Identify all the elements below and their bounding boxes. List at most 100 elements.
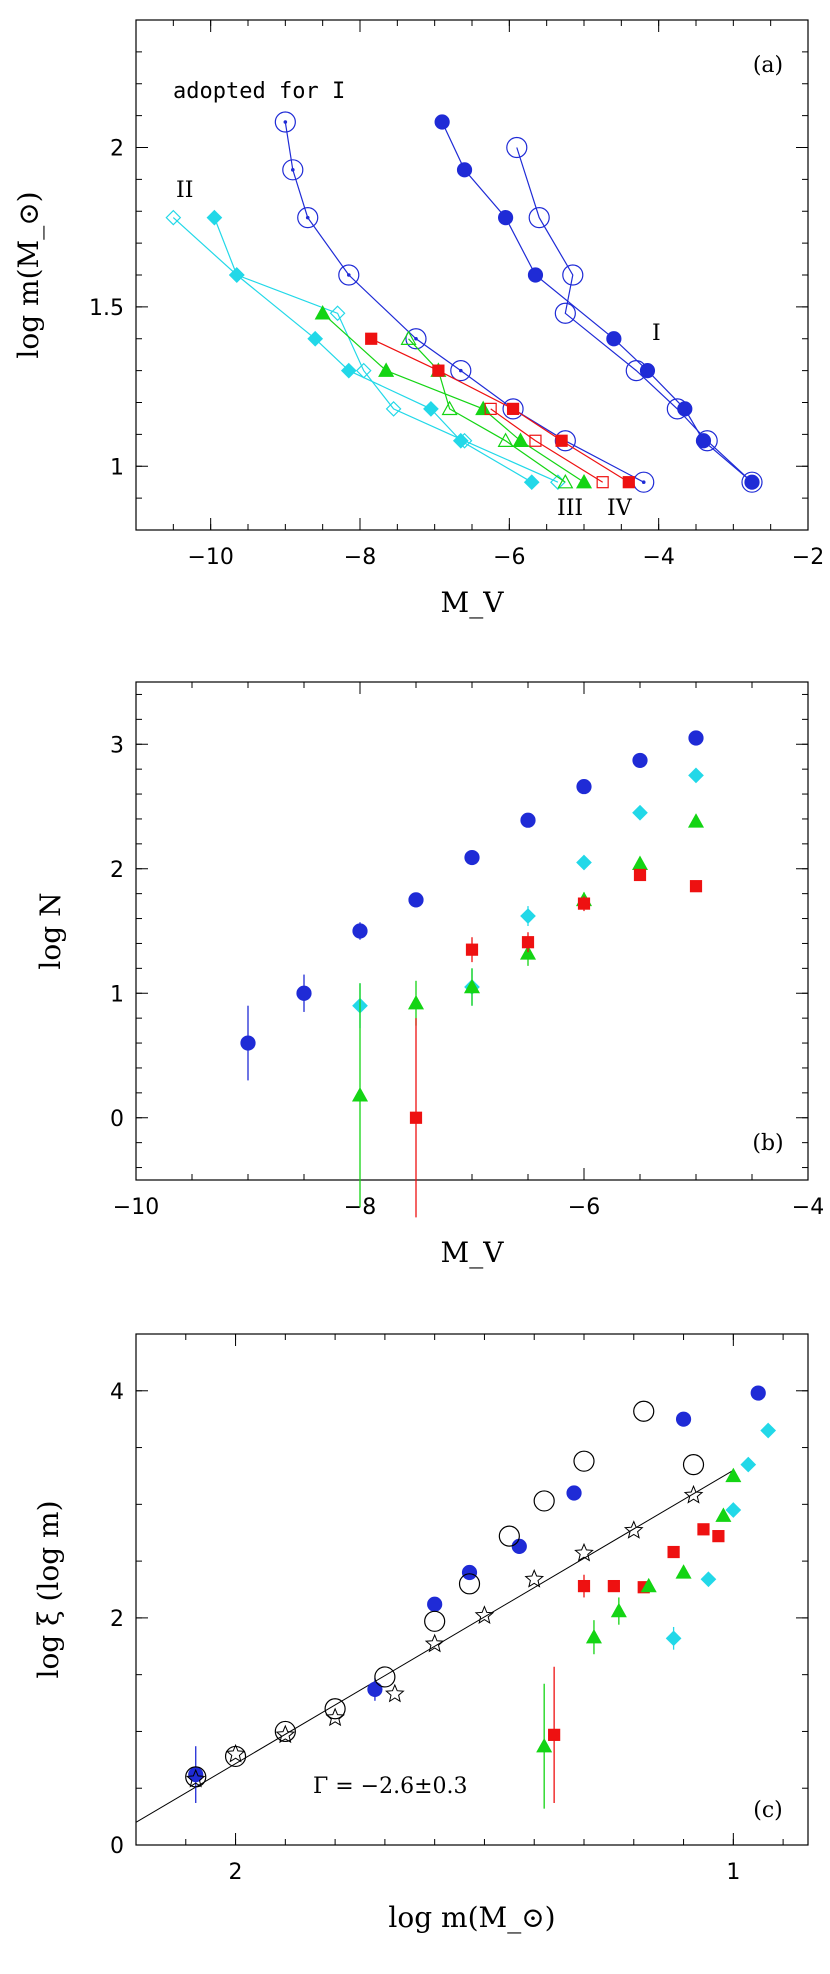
y-tick-label: 0 [110,1834,124,1859]
data-point [640,1577,657,1593]
data-point [548,1728,561,1741]
y-tick-label: 2 [110,1607,124,1632]
data-point [464,849,480,866]
series-line [322,312,585,483]
data-point [667,1545,680,1559]
y-tick-label: 3 [110,733,124,758]
series-red-square-filled [548,1523,725,1803]
data-point [725,1502,742,1518]
data-point [625,360,647,382]
data-point [566,1485,582,1501]
data-point [456,162,473,178]
panel-label: (a) [753,53,783,78]
data-point [424,1610,446,1632]
data-point [307,330,324,347]
panel-0: −10 −8 −6 −4 −2 1 1.5 2 (a) log m(M_⊙) M_V adopted … [12,19,824,619]
annotation-iii: III [557,496,583,521]
y-axis-title: log m(M_⊙) [12,191,45,358]
data-point [274,111,296,133]
data-point [633,868,647,882]
y-tick-label: 0 [110,1107,124,1132]
data-point [554,302,576,324]
data-point [465,943,479,956]
data-point [385,1683,405,1703]
series-line [516,147,753,483]
x-tick-label: −2 [792,545,824,570]
data-point [474,1605,495,1624]
annotation-ii: II [176,178,193,203]
data-point [688,730,704,746]
data-point [228,267,245,283]
data-point [385,401,402,417]
data-point [297,207,319,229]
series-blue-circle-dot [274,111,655,493]
x-tick-label: −8 [344,545,376,570]
data-point [576,854,592,871]
data-point-dot [459,368,463,373]
data-point [367,1681,383,1698]
series-green-triangle-filled [536,1467,742,1809]
data-point [665,1630,682,1647]
y-tick-label: 2 [110,137,124,162]
x-tick-label: −4 [792,1195,824,1220]
data-point-dot [283,120,288,124]
data-point [352,923,368,939]
data-point [675,1411,692,1427]
panel-label: (b) [752,1131,783,1156]
x-tick-label: −6 [493,545,525,570]
data-point [282,159,304,181]
series-black-star-open [185,1484,704,1788]
data-point [622,476,635,489]
series-line [441,121,753,483]
data-point-dot [291,168,295,172]
data-point [506,402,520,415]
data-point [740,1456,757,1473]
series-blue-circle-open [506,136,763,493]
data-point [340,362,357,379]
data-point [683,1484,704,1504]
data-point [741,471,763,493]
data-point [682,1453,705,1476]
data-point [675,1564,692,1579]
data-point [329,305,346,322]
data-point [498,210,514,226]
x-tick-label: 1 [726,1860,740,1885]
series-line [490,408,604,483]
data-point [639,363,656,379]
data-point [324,1698,346,1720]
data-point [573,1450,595,1472]
series-line [172,217,559,483]
annotation-i: I [652,321,661,346]
data-point [450,360,472,382]
data-point-dot [414,336,418,341]
data-point [697,1523,710,1536]
data-point [405,328,427,350]
data-point [585,1628,602,1644]
data-point [576,778,592,795]
data-point [760,1422,777,1439]
annotation-adopted: adopted for I [173,79,345,104]
data-point [185,1768,206,1788]
series-blue-circle-filled [434,114,760,490]
data-point [458,1573,481,1595]
y-axis-title: log N [34,892,67,969]
data-point [557,473,574,489]
data-point [527,267,544,283]
data-point [529,434,542,447]
series-red-square-open [484,402,609,489]
data-point [523,474,540,491]
data-point [378,362,395,377]
data-point [338,264,360,286]
series-red-square-filled [365,332,635,489]
data-point [274,1720,296,1743]
plot-frame [135,681,809,1181]
data-point [407,994,425,1010]
data-point [677,401,693,417]
data-point [610,1602,627,1618]
data-point [521,936,535,949]
data-point [666,398,688,420]
data-point [456,432,473,449]
data-point [432,364,445,377]
x-tick-label: 2 [229,1860,243,1885]
data-point [240,1035,256,1051]
